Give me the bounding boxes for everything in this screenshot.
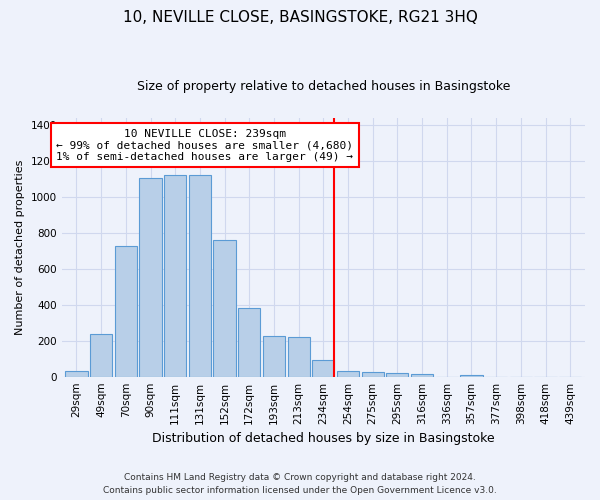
Bar [362, 372, 384, 376]
Bar [337, 372, 359, 376]
Bar [460, 375, 482, 376]
Bar [214, 240, 236, 376]
Title: Size of property relative to detached houses in Basingstoke: Size of property relative to detached ho… [137, 80, 510, 93]
Bar [115, 246, 137, 376]
Bar [263, 336, 285, 376]
Bar [139, 178, 161, 376]
Bar [287, 337, 310, 376]
Text: Contains HM Land Registry data © Crown copyright and database right 2024.
Contai: Contains HM Land Registry data © Crown c… [103, 474, 497, 495]
Bar [164, 176, 187, 376]
Bar [386, 373, 409, 376]
Bar [65, 372, 88, 376]
Bar [411, 374, 433, 376]
Text: 10 NEVILLE CLOSE: 239sqm
← 99% of detached houses are smaller (4,680)
1% of semi: 10 NEVILLE CLOSE: 239sqm ← 99% of detach… [56, 128, 353, 162]
Bar [238, 308, 260, 376]
Text: 10, NEVILLE CLOSE, BASINGSTOKE, RG21 3HQ: 10, NEVILLE CLOSE, BASINGSTOKE, RG21 3HQ [122, 10, 478, 25]
X-axis label: Distribution of detached houses by size in Basingstoke: Distribution of detached houses by size … [152, 432, 494, 445]
Bar [189, 176, 211, 376]
Y-axis label: Number of detached properties: Number of detached properties [15, 160, 25, 335]
Bar [90, 334, 112, 376]
Bar [312, 360, 334, 376]
